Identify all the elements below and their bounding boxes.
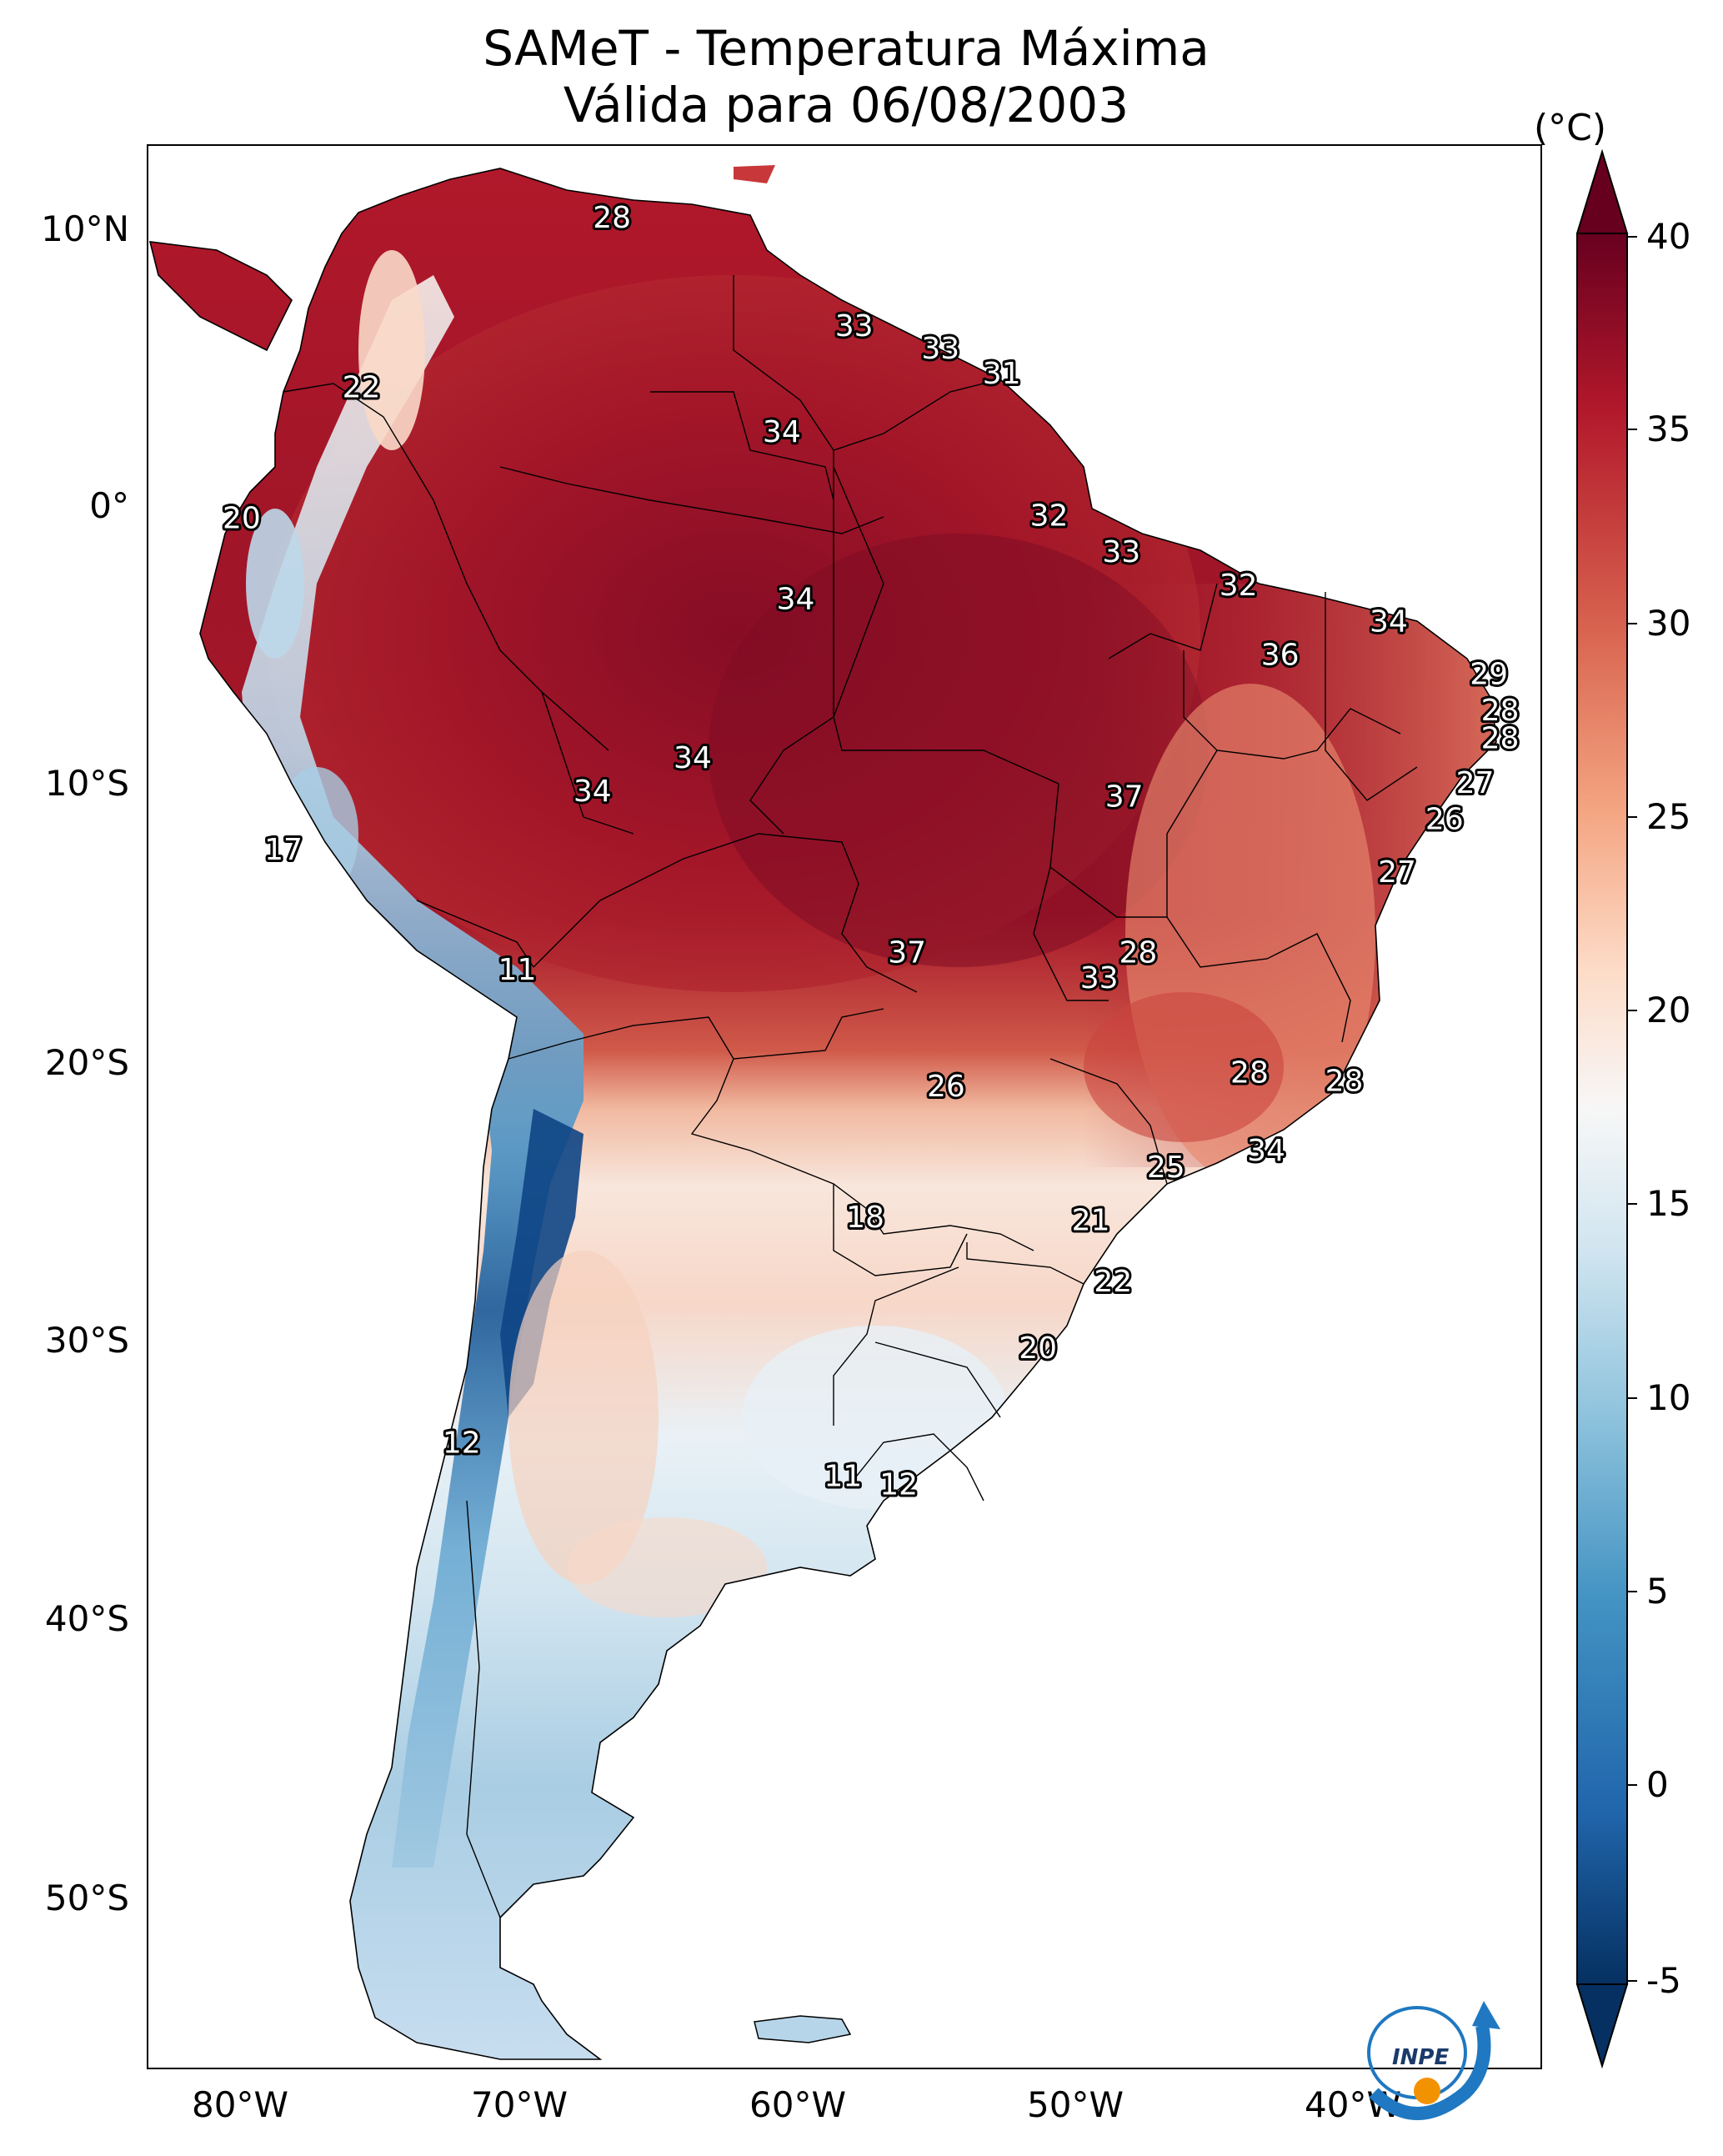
lat-label-40s: 40°S (44, 1598, 129, 1639)
lat-label-50s: 50°S (44, 1878, 129, 1918)
station-label: 20 (1019, 1331, 1057, 1366)
colorbar-tick-30: 30 (1646, 603, 1691, 644)
colorbar-tick-40: 40 (1646, 216, 1691, 257)
station-label: 27 (1456, 766, 1495, 800)
lat-label-20s: 20°S (44, 1042, 129, 1083)
lon-label-80w: 80°W (192, 2084, 288, 2125)
station-label: 32 (1220, 569, 1258, 603)
station-label: 27 (1378, 855, 1416, 890)
station-label: 12 (443, 1426, 481, 1461)
station-label: 28 (1481, 694, 1520, 728)
station-label: 22 (343, 371, 381, 405)
station-label: 33 (1102, 535, 1140, 569)
colorbar-tick-15: 15 (1646, 1183, 1691, 1224)
station-label: 34 (1247, 1134, 1285, 1168)
chart-subtitle: Válida para 06/08/2003 (563, 77, 1129, 133)
station-label: 12 (879, 1468, 918, 1502)
caribbean-island (734, 165, 775, 183)
station-label: 31 (983, 357, 1021, 391)
station-label: 11 (824, 1460, 862, 1494)
station-label: 34 (573, 775, 612, 809)
station-label: 34 (1370, 604, 1408, 639)
station-label: 28 (1325, 1064, 1364, 1098)
lon-label-60w: 60°W (749, 2084, 846, 2125)
chart-title: SAMeT - Temperatura Máxima (483, 20, 1210, 77)
station-label: 17 (264, 833, 303, 867)
station-label: 33 (1080, 961, 1119, 995)
station-label: 37 (1105, 780, 1144, 815)
station-label: 34 (674, 741, 712, 775)
falklands (754, 2015, 852, 2043)
station-label: 33 (835, 309, 874, 343)
station-label: 28 (1119, 936, 1157, 970)
lat-label-30s: 30°S (44, 1320, 129, 1361)
inpe-logo-icon: INPE (1367, 2001, 1500, 2120)
station-label: 21 (1072, 1203, 1110, 1237)
lat-label-10s: 10°S (44, 763, 129, 804)
colorbar-tick-m5: -5 (1646, 1960, 1681, 2001)
station-label: 25 (1147, 1151, 1185, 1185)
lon-label-50w: 50°W (1027, 2084, 1124, 2125)
lat-label-0: 0° (89, 485, 129, 526)
colorbar-tick-5: 5 (1646, 1571, 1669, 1612)
colorbar-tick-20: 20 (1646, 990, 1691, 1030)
station-label: 34 (763, 415, 801, 449)
station-label: 33 (921, 332, 959, 366)
colorbar-tick-35: 35 (1646, 409, 1691, 449)
station-label: 28 (593, 201, 631, 235)
lat-label-10n: 10°N (41, 208, 129, 249)
station-label: 37 (888, 936, 926, 970)
station-label: 11 (498, 953, 537, 987)
plot-frame (147, 144, 1542, 2069)
station-label: 28 (1230, 1055, 1269, 1090)
lon-label-70w: 70°W (471, 2084, 568, 2125)
station-label: 32 (1030, 499, 1069, 533)
country-borders (283, 275, 1418, 1918)
colorbar-unit: (°C) (1534, 107, 1607, 149)
colorbar-tick-0: 0 (1646, 1764, 1669, 1805)
station-label: 34 (777, 583, 815, 617)
logo-text: INPE (1392, 2045, 1449, 2070)
station-label: 28 (1481, 722, 1520, 756)
colorbar-tick-25: 25 (1646, 796, 1691, 837)
station-label: 26 (1425, 802, 1464, 836)
station-label: 22 (1094, 1265, 1132, 1299)
station-label: 18 (846, 1201, 884, 1235)
station-label: 36 (1261, 638, 1300, 672)
station-label: 20 (223, 502, 261, 536)
station-label: 29 (1470, 658, 1508, 692)
colorbar-tick-10: 10 (1646, 1377, 1691, 1418)
station-label: 26 (927, 1070, 965, 1104)
